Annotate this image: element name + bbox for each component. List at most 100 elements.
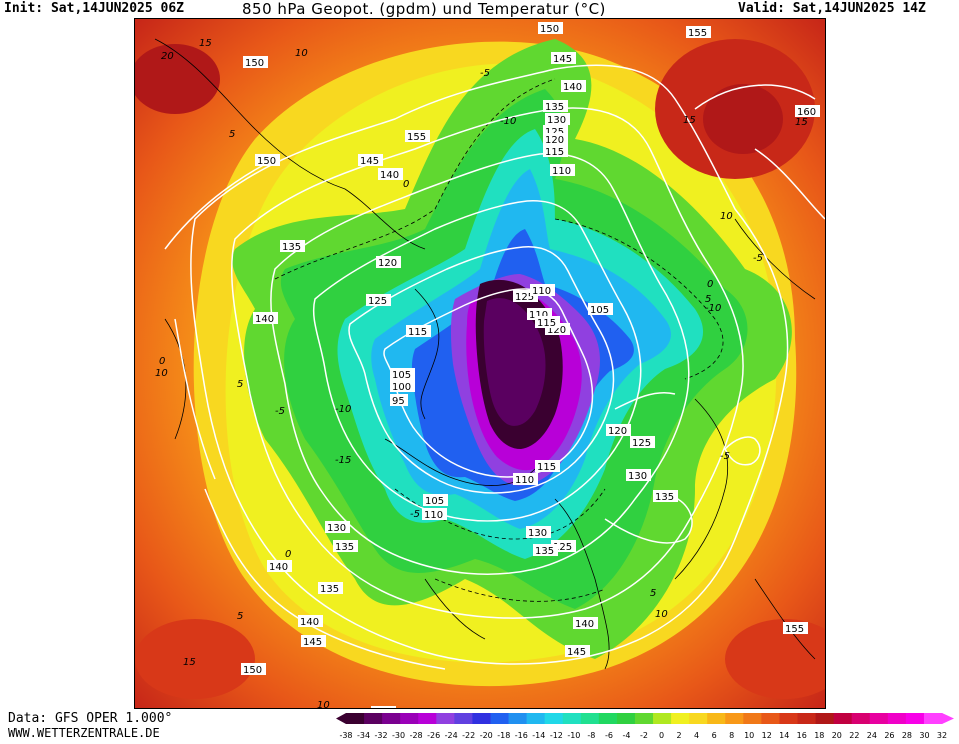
scale-swatch: [833, 713, 853, 724]
geopotential-label: 130: [545, 113, 570, 126]
temperature-label: 20: [161, 51, 174, 62]
temperature-label: -10: [500, 116, 516, 127]
scale-swatch: [346, 713, 365, 724]
temperature-label: 0: [159, 356, 165, 367]
scale-swatch: [797, 713, 817, 724]
scale-swatch: [905, 713, 925, 724]
geopotential-label: 150: [538, 22, 563, 35]
temperature-label: 0: [285, 549, 291, 560]
geopotential-labels: 1501451401351301251201151101551601551501…: [241, 22, 820, 708]
geopotential-label: 150: [255, 154, 280, 167]
temperature-label: -10: [705, 303, 721, 314]
geopotential-label-text: 130: [547, 115, 566, 126]
scale-tick-label: -24: [445, 731, 458, 740]
scale-tick-label: 26: [884, 731, 894, 740]
geopotential-label-text: 135: [282, 242, 301, 253]
scale-tick-label: 4: [694, 731, 699, 740]
geopotential-label-text: 130: [327, 523, 346, 534]
geopotential-label: 145: [301, 635, 326, 648]
geopotential-label: 155: [686, 26, 711, 39]
geopotential-label-text: 150: [540, 24, 559, 35]
geopotential-label: 110: [550, 164, 575, 177]
scale-tick-label: 14: [779, 731, 789, 740]
scale-tick-label: -30: [392, 731, 405, 740]
geopotential-label: 130: [626, 469, 651, 482]
geopotential-label-text: 155: [785, 624, 804, 635]
geopotential-label: 105: [423, 494, 448, 507]
chart-title: 850 hPa Geopot. (gpdm) und Temperatur (°…: [242, 0, 606, 18]
scale-tick-label: 12: [762, 731, 772, 740]
geopotential-label: 160: [795, 105, 820, 118]
scale-swatch: [382, 713, 401, 724]
warm-spot-sw: [135, 619, 255, 699]
color-scale-bar: -38 -34 -32 -30 -28 -26 -24 -22 -20 -18 -16 -14 -12-…: [336, 713, 954, 740]
geopotential-label-text: 110: [424, 510, 443, 521]
temperature-label: 5: [237, 379, 243, 390]
init-time: Init: Sat,14JUN2025 06Z: [4, 1, 185, 16]
scale-tick-label: 0: [659, 731, 664, 740]
geopotential-label-text: 135: [545, 102, 564, 113]
geopotential-label-text: 155: [407, 132, 426, 143]
geopotential-label: 95: [390, 394, 408, 407]
geopotential-label-text: 125: [553, 542, 572, 553]
scale-swatch: [400, 713, 419, 724]
scale-swatch: [725, 713, 744, 724]
geopotential-label: 145: [358, 154, 383, 167]
geopotential-label-text: 140: [563, 82, 582, 93]
geopotential-label-text: 105: [425, 496, 444, 507]
geopotential-label-text: 125: [368, 296, 387, 307]
scale-swatch: [454, 713, 473, 724]
geopotential-label: 140: [561, 80, 586, 93]
geopotential-label-text: 125: [632, 438, 651, 449]
geopotential-label-text: 105: [590, 305, 609, 316]
temperature-label: 15: [183, 657, 196, 668]
warm-spot-se: [725, 619, 825, 699]
geopotential-label: 150: [371, 706, 396, 708]
geopotential-label: 140: [573, 617, 598, 630]
geopotential-label-text: 115: [545, 147, 564, 158]
geopotential-label: 135: [533, 544, 558, 557]
geopotential-label-text: 145: [553, 54, 572, 65]
geopotential-label-text: 150: [257, 156, 276, 167]
scale-tick-label: -20: [480, 731, 493, 740]
geopotential-label-text: 150: [245, 58, 264, 69]
scale-swatch: [653, 713, 672, 724]
scale-tick-label: 10: [744, 731, 754, 740]
scale-swatch: [598, 713, 618, 724]
scale-swatch: [436, 713, 455, 724]
geopotential-label-text: 135: [335, 542, 354, 553]
geopotential-label: 125: [630, 436, 655, 449]
geopotential-label-text: 110: [552, 166, 571, 177]
geopotential-label-text: 125: [545, 127, 564, 138]
geopotential-label: 140: [253, 312, 278, 325]
temperature-label: -5: [410, 509, 420, 520]
geopotential-label: 115: [406, 325, 431, 338]
scale-tick-label: -10: [567, 731, 580, 740]
scale-swatch: [779, 713, 799, 724]
geopotential-label-text: 145: [567, 647, 586, 658]
temperature-label: 15: [683, 115, 696, 126]
scale-tick-label: 30: [919, 731, 929, 740]
geopotential-label: 110: [530, 284, 555, 297]
geopotential-label-text: 110: [532, 286, 551, 297]
scale-swatch: [815, 713, 835, 724]
temperature-label: -15: [335, 455, 351, 466]
scale-tick-label: 24: [867, 731, 877, 740]
scale-swatch: [923, 713, 943, 724]
scale-tick-label: 28: [902, 731, 912, 740]
scale-tick-label: -16: [515, 731, 528, 740]
scale-tick-label: -26: [427, 731, 440, 740]
geopotential-label: 105: [390, 368, 415, 381]
geopotential-label: 110: [422, 508, 447, 521]
scale-swatch: [869, 713, 889, 724]
temperature-label: 10: [155, 368, 168, 379]
geopotential-label: 140: [267, 560, 292, 573]
geopotential-label: 110: [513, 473, 538, 486]
temperature-label: 10: [655, 609, 668, 620]
scale-swatch: [689, 713, 708, 724]
temperature-label: 5: [650, 588, 656, 599]
geopotential-label-text: 100: [392, 382, 411, 393]
scale-tick-label: 16: [797, 731, 807, 740]
geopotential-label: 135: [653, 490, 678, 503]
